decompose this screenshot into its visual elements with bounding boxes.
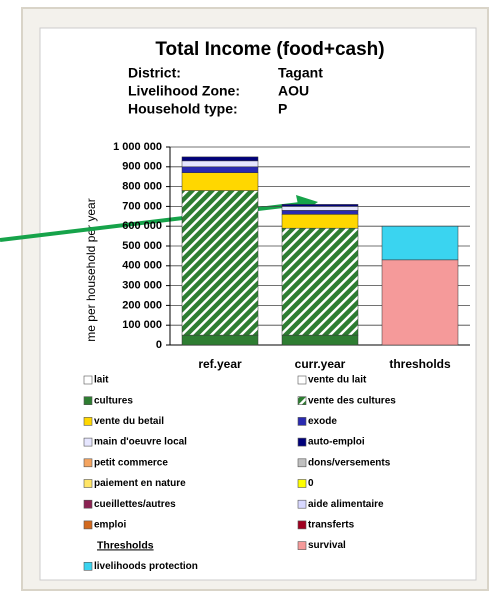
legend-swatch <box>297 375 307 385</box>
legend-swatch <box>83 375 93 385</box>
bar-segment <box>181 190 259 336</box>
y-axis-label: me per household per year <box>84 198 98 341</box>
legend-swatch <box>83 479 93 488</box>
y-tick-label: 800 000 <box>122 181 162 193</box>
legend-swatch <box>297 437 307 447</box>
legend-label: cueillettes/autres <box>94 499 176 510</box>
legend-label: paiement en nature <box>94 478 186 489</box>
y-tick-label: 300 000 <box>122 280 162 292</box>
legend-header: Thresholds <box>97 539 154 551</box>
info-value: AOU <box>278 83 309 99</box>
bar-segment <box>181 166 259 173</box>
bar-segment <box>181 172 259 191</box>
info-value: P <box>278 101 287 117</box>
legend-label: 0 <box>308 478 314 489</box>
info-label: Livelihood Zone: <box>128 83 240 99</box>
chart-title: Total Income (food+cash) <box>155 39 384 60</box>
legend-swatch <box>297 520 307 530</box>
legend-swatch <box>297 499 307 509</box>
legend-swatch <box>83 499 93 509</box>
legend-swatch <box>83 520 93 530</box>
legend-swatch <box>297 417 307 426</box>
legend-label: auto-emploi <box>308 437 365 448</box>
x-tick-label: thresholds <box>389 357 451 371</box>
legend-label: vente des cultures <box>308 395 396 406</box>
legend-swatch <box>83 458 93 468</box>
y-tick-label: 1 000 000 <box>113 141 162 153</box>
x-tick-label: curr.year <box>295 357 346 371</box>
bar-segment <box>281 214 359 229</box>
y-tick-label: 900 000 <box>122 161 162 173</box>
bar-segment <box>281 204 359 207</box>
legend-swatch <box>83 437 93 447</box>
bar-segment <box>181 160 259 168</box>
legend-swatch <box>297 541 307 550</box>
legend-label: survival <box>308 540 346 551</box>
y-tick-label: 100 000 <box>122 319 162 331</box>
info-label: Household type: <box>128 101 238 117</box>
y-tick-label: 500 000 <box>122 240 162 252</box>
legend-swatch <box>297 458 307 468</box>
bar-segment <box>281 334 359 346</box>
legend-swatch <box>83 396 93 406</box>
legend-label: exode <box>308 416 337 427</box>
legend-label: dons/versements <box>308 457 391 468</box>
legend-swatch <box>297 479 307 488</box>
x-tick-label: ref.year <box>198 357 242 371</box>
y-tick-label: 200 000 <box>122 299 162 311</box>
legend-swatch <box>83 417 93 426</box>
bar-segment <box>381 225 459 261</box>
legend-label: cultures <box>94 395 133 406</box>
legend-label: main d'oeuvre local <box>94 437 187 448</box>
bar-segment <box>181 334 259 346</box>
y-tick-label: 400 000 <box>122 260 162 272</box>
legend-label: vente du lait <box>308 375 367 386</box>
bar-segment <box>281 227 359 336</box>
legend-label: vente du betail <box>94 416 164 427</box>
bar-segment <box>281 206 359 211</box>
bar-segment <box>381 259 459 346</box>
legend-label: transferts <box>308 520 355 531</box>
legend-swatch <box>83 561 93 571</box>
y-tick-label: 700 000 <box>122 200 162 212</box>
bar-segment <box>281 210 359 215</box>
legend-label: aide alimentaire <box>308 499 384 510</box>
legend-label: lait <box>94 375 109 386</box>
legend-label: emploi <box>94 520 126 531</box>
legend-swatch <box>297 396 307 406</box>
y-tick-label: 0 <box>156 339 162 351</box>
info-value: Tagant <box>278 65 323 81</box>
legend-label: petit commerce <box>94 457 168 468</box>
bar-segment <box>181 156 259 162</box>
legend-label: livelihoods protection <box>94 561 198 572</box>
info-label: District: <box>128 65 181 81</box>
y-tick-label: 600 000 <box>122 220 162 232</box>
